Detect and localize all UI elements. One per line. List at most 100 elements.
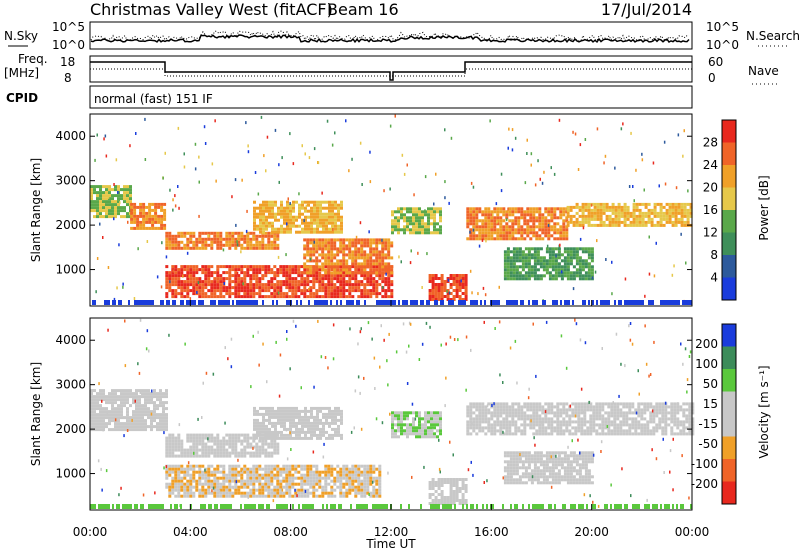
power-echo-cell — [259, 209, 262, 213]
power-ground-cell — [240, 300, 242, 305]
power-echo-cell — [590, 223, 594, 227]
velocity-echo-cell — [225, 442, 229, 446]
power-echo-cell — [366, 274, 370, 278]
velocity-echo-cell — [180, 488, 184, 492]
power-echo-cell — [210, 243, 214, 247]
power-echo-cell — [277, 218, 280, 222]
power-echo-cell — [180, 295, 184, 299]
power-echo-cell — [590, 259, 594, 263]
power-echo-cell — [282, 295, 286, 299]
power-echo-cell — [357, 241, 361, 245]
power-echo-cell — [469, 207, 473, 211]
power-echo-cell — [668, 217, 672, 221]
power-echo-cell — [270, 243, 274, 247]
power-echo-cell — [171, 243, 175, 247]
power-echo-cell — [201, 237, 205, 241]
velocity-echo-cell — [147, 416, 150, 420]
velocity-echo-cell — [171, 467, 175, 471]
velocity-echo-cell — [198, 467, 202, 471]
power-echo-cell — [331, 206, 334, 210]
power-ground-cell — [682, 300, 684, 305]
velocity-echo-cell — [397, 420, 400, 424]
velocity-echo-cell — [484, 432, 488, 436]
power-echo-cell — [502, 219, 506, 223]
power-ground-cell — [668, 300, 670, 305]
power-echo-cell — [469, 213, 473, 217]
power-echo-cell — [439, 231, 442, 235]
power-echo-cell — [584, 277, 588, 281]
power-echo-cell — [165, 234, 169, 238]
velocity-echo-cell — [289, 415, 292, 419]
power-noise-cell — [472, 228, 475, 232]
power-echo-cell — [243, 283, 247, 287]
power-echo-cell — [545, 247, 549, 251]
power-echo-cell — [524, 274, 528, 278]
velocity-echo-cell — [93, 425, 96, 429]
velocity-echo-cell — [237, 485, 241, 489]
power-echo-cell — [683, 220, 687, 224]
power-ground-cell — [686, 300, 688, 305]
velocity-echo-cell — [237, 451, 241, 455]
power-noise-cell — [207, 234, 209, 238]
velocity-echo-cell — [322, 424, 325, 428]
power-echo-cell — [348, 295, 352, 299]
power-echo-cell — [620, 205, 624, 209]
velocity-echo-cell — [162, 416, 165, 420]
velocity-echo-cell — [458, 502, 462, 505]
power-echo-cell — [434, 298, 438, 301]
velocity-echo-cell — [316, 427, 319, 431]
power-ground-cell — [450, 300, 452, 305]
power-echo-cell — [348, 277, 352, 281]
power-echo-cell — [142, 220, 146, 224]
power-echo-cell — [415, 222, 418, 226]
power-noise-cell — [113, 183, 115, 186]
power-echo-cell — [298, 203, 301, 207]
power-echo-cell — [593, 202, 597, 206]
power-echo-cell — [484, 237, 488, 241]
velocity-echo-cell — [472, 405, 476, 409]
power-echo-cell — [572, 277, 576, 281]
velocity-echo-cell — [255, 488, 259, 492]
velocity-echo-cell — [174, 470, 178, 474]
velocity-echo-cell — [268, 415, 271, 419]
power-echo-cell — [569, 253, 573, 257]
power-echo-cell — [322, 206, 325, 210]
power-echo-cell — [689, 208, 693, 212]
velocity-echo-cell — [93, 389, 96, 393]
power-echo-cell — [253, 224, 256, 228]
power-echo-cell — [123, 191, 126, 195]
power-ground-cell — [202, 300, 204, 305]
power-ground-cell — [380, 300, 382, 305]
velocity-echo-cell — [192, 439, 196, 443]
power-echo-cell — [638, 202, 642, 206]
power-echo-cell — [130, 214, 134, 218]
power-noise-cell — [105, 154, 108, 158]
power-echo-cell — [339, 244, 343, 248]
power-ground-cell — [378, 300, 380, 305]
power-echo-cell — [391, 228, 394, 232]
velocity-echo-cell — [427, 420, 430, 424]
velocity-echo-cell — [204, 467, 208, 471]
power-echo-cell — [243, 240, 247, 244]
power-echo-cell — [253, 218, 256, 222]
power-echo-cell — [243, 292, 247, 296]
power-echo-cell — [440, 280, 444, 283]
power-noise-cell — [537, 159, 539, 163]
velocity-echo-cell — [322, 412, 325, 416]
power-echo-cell — [301, 206, 304, 210]
velocity-echo-cell — [270, 451, 274, 455]
power-echo-cell — [322, 227, 325, 231]
power-noise-cell — [471, 291, 473, 295]
power-echo-cell — [548, 253, 552, 257]
velocity-echo-cell — [327, 467, 331, 471]
power-echo-cell — [264, 231, 268, 235]
power-echo-cell — [316, 221, 319, 225]
velocity-echo-cell — [378, 494, 382, 498]
power-echo-cell — [439, 207, 442, 211]
power-echo-cell — [443, 286, 447, 289]
velocity-echo-cell — [216, 433, 220, 437]
power-echo-cell — [228, 289, 232, 293]
power-echo-cell — [578, 205, 582, 209]
velocity-echo-cell — [342, 467, 346, 471]
power-echo-cell — [333, 268, 337, 272]
